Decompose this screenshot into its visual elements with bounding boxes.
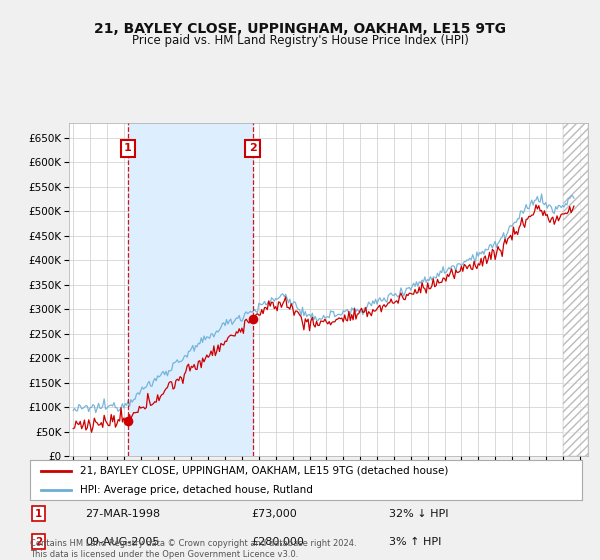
Text: 21, BAYLEY CLOSE, UPPINGHAM, OAKHAM, LE15 9TG (detached house): 21, BAYLEY CLOSE, UPPINGHAM, OAKHAM, LE1… — [80, 466, 448, 476]
Text: 21, BAYLEY CLOSE, UPPINGHAM, OAKHAM, LE15 9TG: 21, BAYLEY CLOSE, UPPINGHAM, OAKHAM, LE1… — [94, 22, 506, 36]
Text: 2: 2 — [249, 143, 257, 153]
Text: 2: 2 — [35, 536, 42, 547]
Bar — [128, 123, 253, 456]
Text: HPI: Average price, detached house, Rutland: HPI: Average price, detached house, Rutl… — [80, 485, 313, 494]
Text: Contains HM Land Registry data © Crown copyright and database right 2024.
This d: Contains HM Land Registry data © Crown c… — [30, 539, 356, 559]
Text: £73,000: £73,000 — [251, 508, 296, 519]
Text: 3% ↑ HPI: 3% ↑ HPI — [389, 536, 441, 547]
Text: 1: 1 — [35, 508, 42, 519]
Text: £280,000: £280,000 — [251, 536, 304, 547]
Text: 09-AUG-2005: 09-AUG-2005 — [85, 536, 160, 547]
Text: 27-MAR-1998: 27-MAR-1998 — [85, 508, 160, 519]
Text: Price paid vs. HM Land Registry's House Price Index (HPI): Price paid vs. HM Land Registry's House … — [131, 34, 469, 46]
Text: 1: 1 — [124, 143, 131, 153]
Text: 32% ↓ HPI: 32% ↓ HPI — [389, 508, 448, 519]
